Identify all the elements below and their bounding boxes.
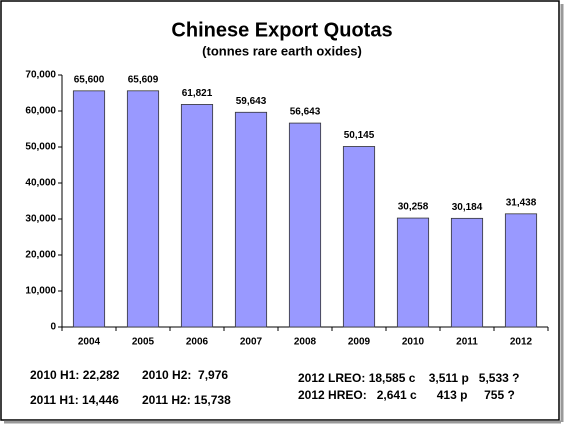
- bar: [396, 217, 430, 328]
- y-tick-label: 40,000: [25, 178, 56, 189]
- bar: [450, 217, 484, 328]
- annotation: 2011 H2: 15,738: [142, 393, 231, 407]
- x-tick-label: 2008: [294, 337, 317, 348]
- value-label: 50,145: [344, 130, 375, 141]
- x-tick-label: 2010: [402, 337, 425, 348]
- y-tick-label: 10,000: [25, 286, 56, 297]
- annotation: 2012 LREO: 18,585 c 3,511 p 5,533 ?: [298, 371, 519, 385]
- y-tick-label: 70,000: [25, 70, 56, 81]
- x-tick-label: 2007: [240, 337, 263, 348]
- chart-title: Chinese Export Quotas: [171, 19, 392, 41]
- x-tick-label: 2009: [348, 337, 371, 348]
- annotation: 2012 HREO: 2,641 c 413 p 755 ?: [298, 388, 515, 402]
- annotation: 2010 H1: 22,282: [30, 368, 120, 382]
- x-tick-label: 2012: [510, 337, 533, 348]
- value-label: 30,258: [398, 202, 429, 213]
- y-tick-label: 0: [50, 322, 56, 333]
- bar: [234, 111, 268, 328]
- bar: [504, 213, 538, 328]
- bar: [342, 146, 376, 328]
- value-label: 65,609: [128, 74, 159, 85]
- x-tick-label: 2011: [456, 337, 478, 348]
- annotation: 2011 H1: 14,446: [30, 393, 119, 407]
- bar: [126, 90, 160, 328]
- value-label: 65,600: [74, 74, 105, 85]
- x-tick-label: 2006: [186, 337, 209, 348]
- chart-subtitle: (tonnes rare earth oxides): [202, 43, 362, 58]
- bar: [180, 104, 214, 328]
- value-label: 59,643: [236, 96, 267, 107]
- annotation: 2010 H2: 7,976: [142, 368, 228, 382]
- y-tick-label: 60,000: [25, 106, 56, 117]
- y-tick-label: 50,000: [25, 142, 56, 153]
- value-label: 31,438: [506, 197, 537, 208]
- y-tick-label: 20,000: [25, 250, 56, 261]
- x-tick-label: 2004: [78, 337, 101, 348]
- bar: [288, 122, 322, 328]
- value-label: 56,643: [290, 107, 321, 118]
- x-tick-label: 2005: [132, 337, 155, 348]
- y-tick-label: 30,000: [25, 214, 56, 225]
- value-label: 30,184: [452, 202, 483, 213]
- value-label: 61,821: [182, 88, 213, 99]
- bar: [72, 90, 106, 328]
